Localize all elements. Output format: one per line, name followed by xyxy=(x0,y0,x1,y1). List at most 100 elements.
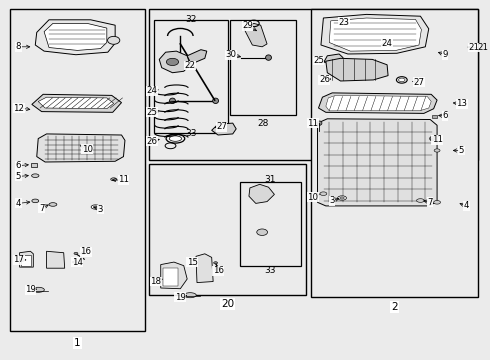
Text: 11: 11 xyxy=(432,135,442,144)
Text: 27: 27 xyxy=(216,122,227,131)
Ellipse shape xyxy=(32,199,39,203)
Ellipse shape xyxy=(416,199,424,202)
Ellipse shape xyxy=(108,36,120,44)
Text: 27: 27 xyxy=(414,77,424,86)
Polygon shape xyxy=(187,50,207,64)
Bar xyxy=(163,268,178,286)
Polygon shape xyxy=(44,23,107,50)
Ellipse shape xyxy=(214,262,218,264)
Polygon shape xyxy=(196,254,213,283)
Text: 21: 21 xyxy=(469,43,480,52)
Text: 24: 24 xyxy=(382,39,392,48)
Text: 19: 19 xyxy=(175,292,186,302)
Polygon shape xyxy=(37,134,125,162)
Ellipse shape xyxy=(49,203,57,206)
Polygon shape xyxy=(38,97,114,109)
Text: 20: 20 xyxy=(221,299,234,309)
Text: 21: 21 xyxy=(478,43,489,52)
Polygon shape xyxy=(329,18,421,51)
Text: 26: 26 xyxy=(147,136,157,145)
Text: 16: 16 xyxy=(213,266,223,275)
Ellipse shape xyxy=(213,98,219,104)
Text: 4: 4 xyxy=(464,202,469,210)
Ellipse shape xyxy=(320,192,327,195)
Text: 25: 25 xyxy=(313,56,324,65)
Text: 4: 4 xyxy=(16,199,22,208)
Polygon shape xyxy=(20,251,33,267)
Ellipse shape xyxy=(340,197,344,199)
Ellipse shape xyxy=(434,201,441,204)
Text: 9: 9 xyxy=(442,50,447,59)
Text: 23: 23 xyxy=(339,18,349,27)
Bar xyxy=(149,9,478,160)
Text: 7: 7 xyxy=(39,204,45,212)
Text: 25: 25 xyxy=(147,108,157,117)
Text: 26: 26 xyxy=(319,76,330,85)
Bar xyxy=(230,20,296,115)
Ellipse shape xyxy=(184,293,196,298)
Ellipse shape xyxy=(111,178,117,181)
Polygon shape xyxy=(321,14,429,54)
Text: 33: 33 xyxy=(265,266,276,275)
Text: 13: 13 xyxy=(456,99,467,108)
Text: 5: 5 xyxy=(16,172,22,181)
Text: 22: 22 xyxy=(185,61,196,70)
Text: 7: 7 xyxy=(427,198,433,207)
Polygon shape xyxy=(244,23,267,47)
Ellipse shape xyxy=(91,205,100,209)
Text: 17: 17 xyxy=(13,256,24,264)
Text: 10: 10 xyxy=(82,145,93,154)
Ellipse shape xyxy=(434,149,440,152)
Bar xyxy=(31,163,37,167)
Polygon shape xyxy=(326,58,388,81)
Polygon shape xyxy=(47,251,65,268)
Text: 28: 28 xyxy=(257,118,269,127)
Text: 18: 18 xyxy=(150,277,161,286)
Text: 31: 31 xyxy=(265,175,276,184)
Polygon shape xyxy=(318,93,437,113)
Text: 3: 3 xyxy=(329,197,335,205)
Text: 11: 11 xyxy=(118,175,129,184)
Text: 6: 6 xyxy=(16,161,22,170)
Text: 2: 2 xyxy=(391,302,398,312)
Text: 19: 19 xyxy=(25,285,36,294)
Ellipse shape xyxy=(170,98,175,104)
Text: 12: 12 xyxy=(13,104,24,112)
Ellipse shape xyxy=(170,136,181,141)
Polygon shape xyxy=(159,51,190,73)
Text: 33: 33 xyxy=(185,129,197,138)
Ellipse shape xyxy=(74,252,78,255)
Text: 24: 24 xyxy=(147,86,157,95)
Text: 32: 32 xyxy=(185,15,197,24)
Bar xyxy=(149,164,306,295)
Bar xyxy=(21,255,31,266)
Ellipse shape xyxy=(317,121,322,125)
Text: 1: 1 xyxy=(74,338,81,348)
Text: 16: 16 xyxy=(80,248,91,256)
Text: 11: 11 xyxy=(307,118,318,127)
Ellipse shape xyxy=(430,136,435,141)
Polygon shape xyxy=(32,94,122,112)
Polygon shape xyxy=(161,262,187,289)
Text: 6: 6 xyxy=(442,111,448,120)
Ellipse shape xyxy=(257,229,268,235)
Ellipse shape xyxy=(266,55,271,60)
Bar xyxy=(311,9,478,297)
Ellipse shape xyxy=(338,196,346,200)
Bar xyxy=(154,20,228,133)
Text: 8: 8 xyxy=(16,42,22,51)
Bar xyxy=(432,115,437,118)
Ellipse shape xyxy=(369,42,377,46)
Ellipse shape xyxy=(346,23,358,29)
Text: 3: 3 xyxy=(98,205,103,214)
Ellipse shape xyxy=(166,58,178,66)
Text: 29: 29 xyxy=(242,21,253,30)
Text: 10: 10 xyxy=(307,193,318,202)
Text: 30: 30 xyxy=(226,50,237,59)
Ellipse shape xyxy=(32,287,44,292)
Polygon shape xyxy=(249,184,274,203)
Polygon shape xyxy=(35,20,115,55)
Ellipse shape xyxy=(93,206,98,208)
Ellipse shape xyxy=(31,174,39,177)
Polygon shape xyxy=(324,54,343,67)
